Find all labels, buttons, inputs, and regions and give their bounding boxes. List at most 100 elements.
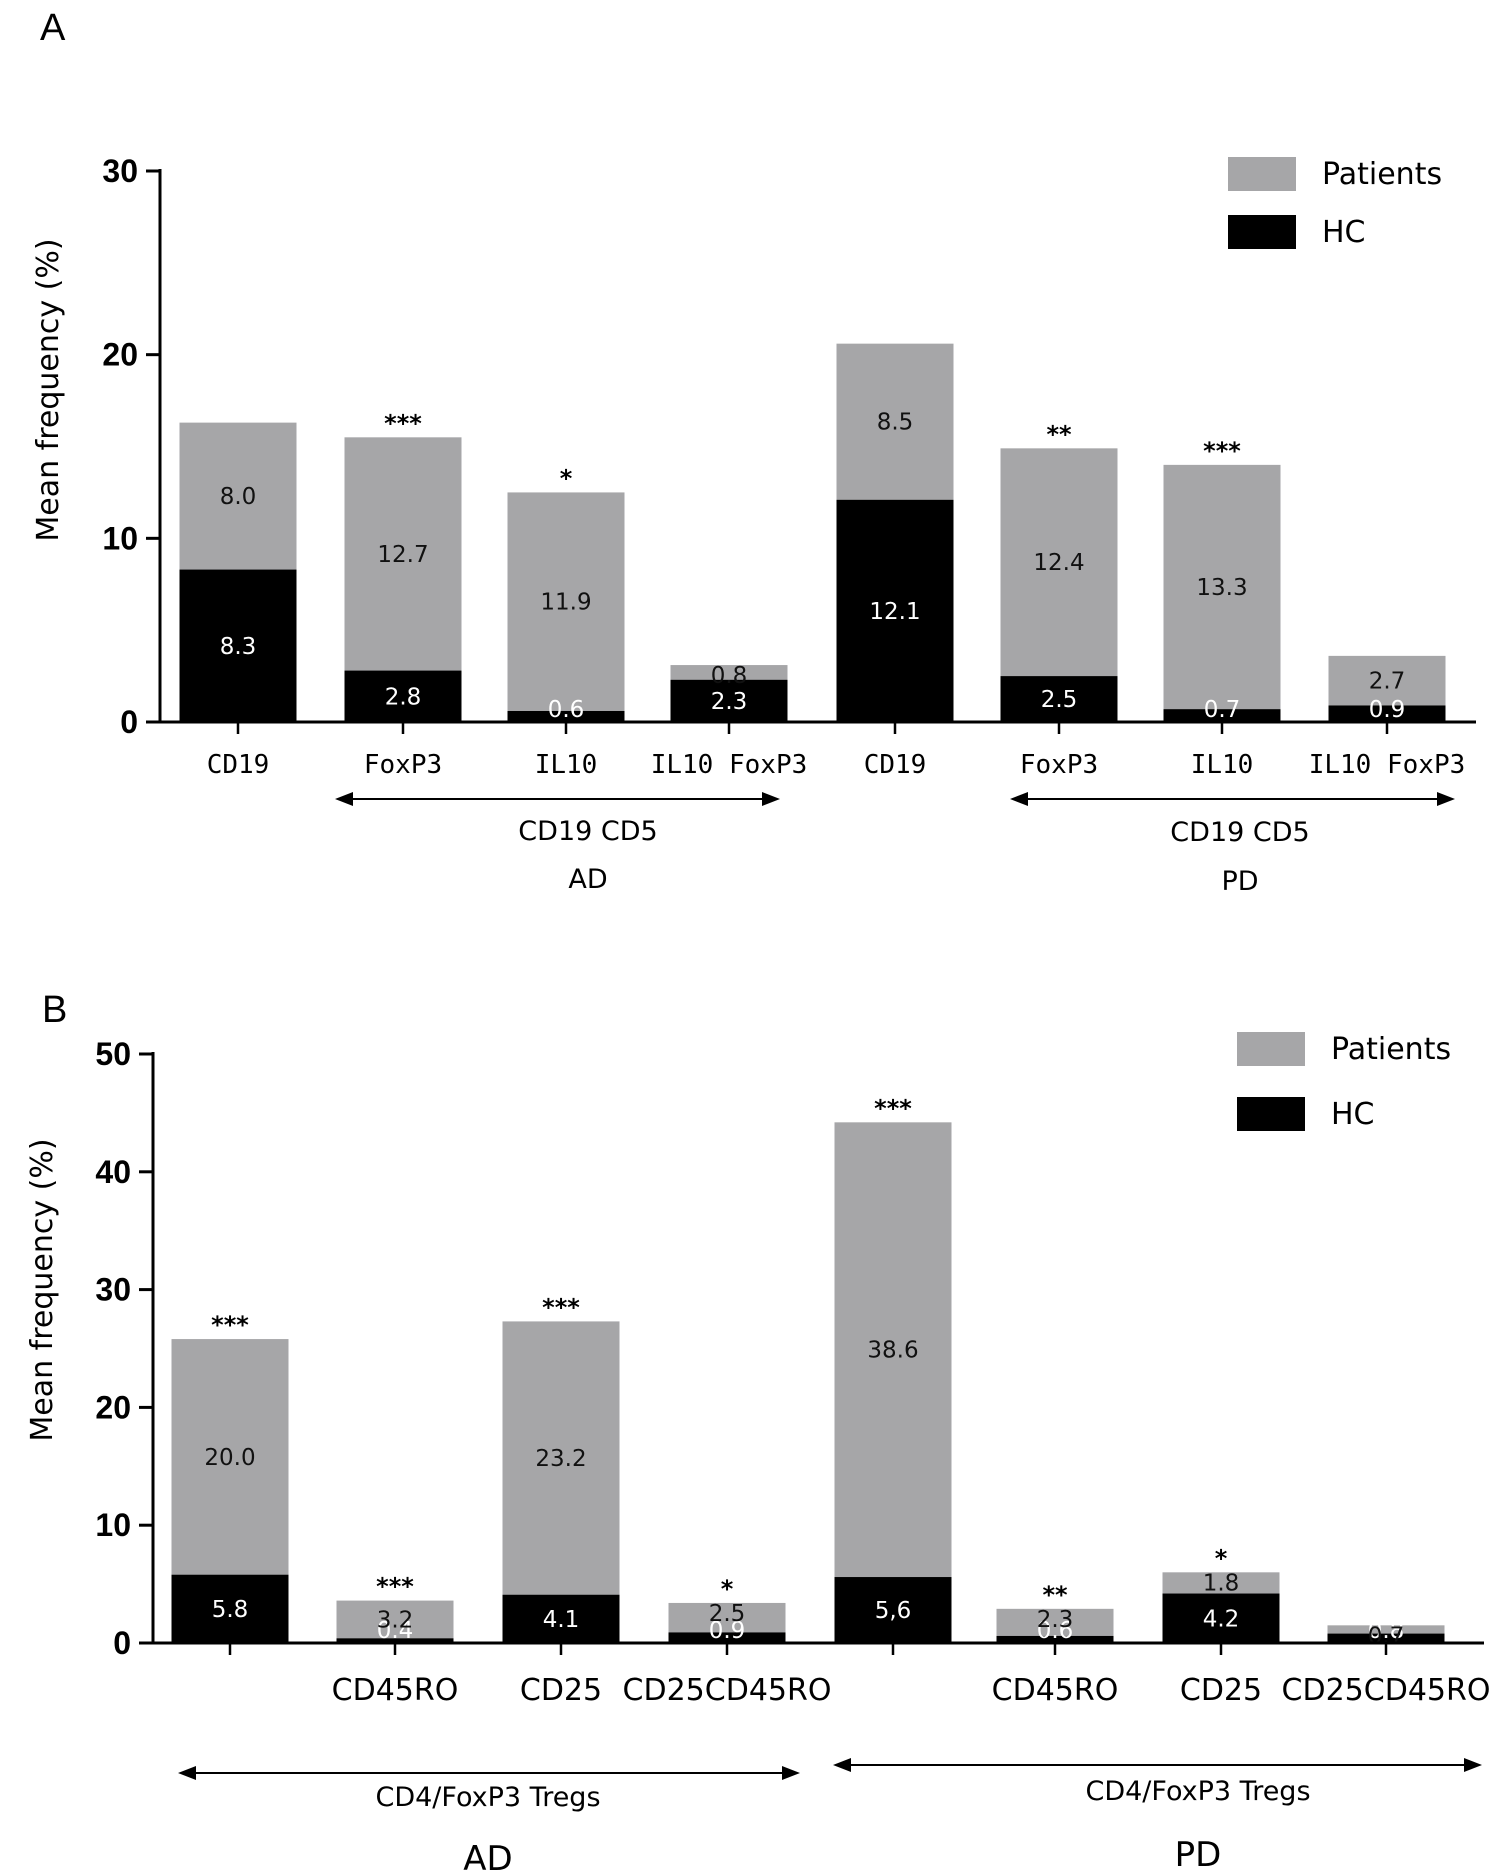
hc-value-label: 2.8	[385, 684, 422, 710]
significance-marker: *	[721, 1575, 734, 1603]
significance-marker: ***	[542, 1293, 580, 1321]
group-arrow-head-left	[178, 1766, 196, 1780]
y-tick-label: 0	[120, 704, 138, 740]
hc-bar-segment	[344, 670, 462, 722]
y-tick-label: 40	[95, 1154, 131, 1190]
category-label: FoxP3	[364, 750, 442, 780]
hc-bar-segment	[996, 1635, 1114, 1643]
hc-bar-segment	[502, 1594, 620, 1643]
patients-value-label: 1.8	[1203, 1570, 1240, 1596]
significance-marker: ***	[211, 1311, 249, 1339]
patients-bar-segment	[1163, 464, 1281, 710]
patients-value-label: 2.7	[1369, 669, 1406, 695]
hc-value-label: 0.7	[1204, 697, 1241, 723]
patients-bar-segment	[1000, 448, 1118, 677]
panel-a-letter: A	[40, 7, 66, 49]
hc-bar-segment	[668, 1632, 786, 1643]
group-label: PD	[1175, 1835, 1222, 1875]
panel-b-legend: Patients HC	[1237, 1032, 1451, 1132]
hc-value-label: 2.5	[1041, 687, 1078, 713]
category-label: IL10 FoxP3	[651, 750, 808, 780]
group-sublabel: CD4/FoxP3 Tregs	[375, 1782, 600, 1813]
group-arrow-head-left	[335, 792, 353, 806]
hc-value-label: 2.3	[711, 689, 748, 715]
patients-value-label: 13.3	[1196, 575, 1247, 601]
y-tick-label: 30	[102, 153, 138, 189]
y-tick-label: 50	[95, 1036, 131, 1072]
significance-marker: ***	[874, 1094, 912, 1122]
patients-bar-segment	[336, 1600, 454, 1639]
panel-b-legend-patients-swatch	[1237, 1032, 1305, 1066]
panel-b-y-axis-label: Mean frequency (%)	[25, 1138, 60, 1441]
patients-value-label: 20.0	[204, 1445, 255, 1471]
patients-value-label: 0.8	[711, 663, 748, 689]
group-arrow-head-right	[1437, 792, 1455, 806]
hc-value-label: 0.6	[548, 697, 585, 723]
patients-bar-segment	[1162, 1572, 1280, 1594]
y-tick-label: 0	[113, 1625, 131, 1661]
patients-bar-segment	[670, 665, 788, 680]
significance-marker: ***	[376, 1573, 414, 1601]
category-label: CD25	[1180, 1673, 1262, 1708]
panel-a-legend-patients-swatch	[1228, 157, 1296, 191]
category-label: IL10 FoxP3	[1309, 750, 1466, 780]
hc-bar-segment	[1327, 1633, 1445, 1643]
hc-bar-segment	[836, 499, 954, 722]
significance-marker: ***	[384, 409, 422, 437]
patients-bar-segment	[668, 1602, 786, 1633]
hc-bar-segment	[1328, 705, 1446, 722]
patients-bar-segment	[171, 1339, 289, 1575]
panel-b-letter: B	[42, 989, 67, 1031]
category-label: CD19	[864, 750, 927, 780]
hc-bar-segment	[1000, 676, 1118, 722]
patients-bar-segment	[179, 422, 297, 570]
hc-bar-segment	[1163, 709, 1281, 722]
hc-value-label: 12.1	[869, 599, 920, 625]
patients-value-label: 2.3	[1037, 1607, 1074, 1633]
group-arrow-head-right	[1464, 1758, 1482, 1772]
patients-value-label: 23.2	[535, 1446, 586, 1472]
hc-bar-segment	[507, 710, 625, 722]
group-sublabel: CD19 CD5	[1170, 817, 1309, 848]
hc-value-label: 4.2	[1203, 1606, 1240, 1632]
patients-value-label: 8.0	[220, 484, 257, 510]
patients-value-label: 3.2	[377, 1607, 414, 1633]
group-arrow-head-right	[782, 1766, 800, 1780]
hc-value-label: 0.9	[709, 1618, 746, 1644]
panel-a-legend: Patients HC	[1228, 157, 1442, 250]
category-label: CD45RO	[332, 1673, 459, 1708]
patients-value-label: 38.6	[867, 1338, 918, 1364]
hc-value-label: 0.4	[377, 1618, 414, 1644]
patients-value-label: 12.4	[1033, 550, 1084, 576]
group-sublabel: CD19 CD5	[518, 816, 657, 847]
y-tick-label: 10	[102, 520, 138, 556]
panel-a-y-axis-label: Mean frequency (%)	[31, 238, 66, 541]
significance-marker: **	[1042, 1581, 1068, 1609]
hc-value-label: 4.1	[543, 1607, 580, 1633]
hc-bar-segment	[171, 1574, 289, 1643]
patients-bar-segment	[507, 492, 625, 711]
category-label: IL10	[535, 750, 598, 780]
panel-b-legend-hc-swatch	[1237, 1097, 1305, 1131]
group-arrow-head-right	[762, 792, 780, 806]
significance-marker: *	[1215, 1544, 1228, 1572]
patients-bar-segment	[502, 1321, 620, 1595]
category-label: CD19	[207, 750, 270, 780]
panel-a-legend-patients-label: Patients	[1322, 157, 1442, 192]
patients-value-label: 11.9	[540, 590, 591, 616]
category-label: IL10	[1191, 750, 1254, 780]
group-label: AD	[568, 864, 607, 895]
patients-bar-segment	[996, 1608, 1114, 1636]
group-label: AD	[463, 1839, 512, 1875]
significance-marker: ***	[1203, 437, 1241, 465]
category-label: CD25CD45RO	[623, 1673, 832, 1708]
significance-marker: **	[1046, 420, 1072, 448]
panel-a-plot: 8.3 8.0 CD19 2.8 12.7 *** FoxP3 0.6 11.9 * IL10 2.3…	[102, 153, 1476, 897]
hc-value-label: 5,6	[875, 1598, 912, 1624]
hc-bar-segment	[179, 569, 297, 722]
category-label: CD45RO	[992, 1673, 1119, 1708]
hc-bar-segment	[336, 1638, 454, 1643]
patients-bar-segment	[836, 343, 954, 500]
significance-marker: *	[560, 464, 573, 492]
